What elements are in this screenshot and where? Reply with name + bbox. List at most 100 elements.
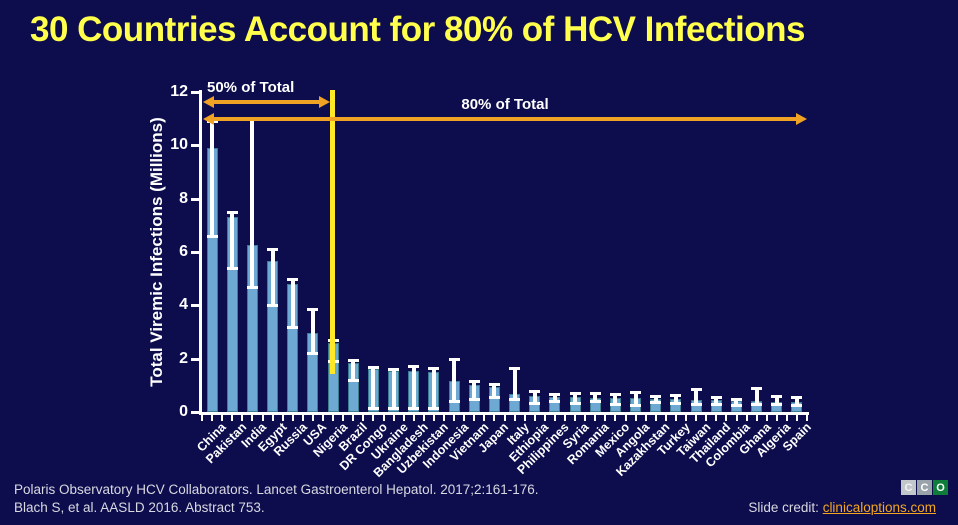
y-tick-label-6: 6 [179, 243, 188, 260]
x-tick [322, 415, 325, 421]
error-bar-ukraine [391, 368, 396, 408]
x-tick [644, 415, 647, 421]
error-cap-bottom-indonesia [448, 400, 460, 404]
x-tick [735, 415, 738, 421]
fifty-arrow-left-icon [203, 96, 214, 108]
y-tick-label-4: 4 [179, 296, 188, 314]
error-cap-bottom-colombia [730, 404, 742, 408]
y-tick-10 [191, 144, 200, 148]
fifty-arrow-right-icon [319, 96, 330, 108]
x-tick [705, 415, 708, 421]
error-cap-bottom-taiwan [690, 403, 702, 406]
x-tick [584, 415, 587, 421]
error-cap-top-thailand [710, 396, 722, 400]
error-bar-thailand [714, 397, 719, 404]
error-cap-bottom-brazil [347, 379, 359, 382]
x-tick [503, 415, 506, 421]
cco-logo-square-1: C [901, 480, 916, 495]
error-cap-bottom-italy [509, 397, 521, 401]
y-tick-6 [191, 251, 200, 254]
x-tick [261, 415, 264, 421]
error-cap-top-romania [589, 392, 601, 396]
error-cap-bottom-romania [589, 399, 601, 403]
error-cap-bottom-philippines [549, 400, 561, 404]
x-tick [775, 415, 778, 421]
x-tick [685, 415, 688, 421]
x-tick [483, 415, 486, 421]
error-bar-ghana [754, 388, 759, 404]
error-bar-philippines [552, 393, 557, 402]
x-tick [362, 415, 365, 421]
error-cap-top-mexico [609, 392, 621, 396]
x-tick [543, 415, 546, 421]
x-tick [674, 415, 677, 421]
x-tick [614, 415, 617, 421]
x-tick [755, 415, 758, 421]
error-cap-top-taiwan [690, 387, 702, 391]
x-tick [604, 415, 607, 421]
fifty-percent-label: 50% of Total [207, 79, 295, 96]
y-tick-0 [191, 411, 200, 414]
error-bar-colombia [734, 399, 739, 406]
y-tick-4 [191, 304, 200, 308]
x-tick [332, 415, 335, 421]
error-bar-italy [512, 368, 517, 399]
error-cap-top-dr-congo [367, 365, 379, 369]
x-tick [201, 415, 203, 421]
x-tick [432, 415, 435, 421]
error-cap-bottom-india [246, 285, 258, 289]
x-tick [251, 415, 254, 421]
x-tick [745, 415, 748, 421]
error-bar-usa [310, 309, 315, 354]
x-tick [301, 415, 304, 421]
error-bar-pakistan [230, 212, 235, 268]
error-cap-top-bangladesh [408, 365, 420, 369]
x-tick [654, 415, 657, 421]
error-bar-japan [492, 384, 497, 398]
y-tick-label-10: 10 [170, 136, 188, 154]
y-tick-label-2: 2 [179, 349, 188, 367]
x-tick [513, 415, 516, 421]
x-tick [372, 415, 375, 421]
x-tick [725, 415, 728, 421]
eighty-percent-label: 80% of Total [461, 96, 549, 113]
x-tick [473, 415, 476, 421]
error-bar-dr-congo [371, 366, 376, 408]
error-cap-top-turkey [670, 393, 682, 397]
clinicaloptions-link[interactable]: clinicaloptions.com [822, 500, 936, 515]
x-tick [634, 415, 637, 421]
error-cap-top-indonesia [448, 357, 460, 361]
cco-logo-square-3: O [933, 480, 948, 495]
x-tick [443, 415, 446, 421]
reference-line-1: Polaris Observatory HCV Collaborators. L… [14, 482, 539, 497]
slide-credit: Slide credit: clinicaloptions.com [748, 500, 936, 515]
error-bar-turkey [673, 394, 678, 404]
error-cap-bottom-ethiopia [529, 401, 541, 405]
error-bar-bangladesh [411, 366, 416, 408]
error-cap-bottom-uzbekistan [428, 407, 440, 410]
x-tick [412, 415, 415, 421]
error-cap-bottom-vietnam [468, 397, 480, 401]
error-bar-syria [573, 392, 578, 404]
error-cap-top-usa [307, 308, 319, 312]
error-cap-bottom-kazakhstan [650, 400, 662, 404]
eighty-percent-arrow [211, 117, 797, 121]
y-axis-line [199, 90, 202, 415]
error-cap-top-vietnam [468, 380, 480, 384]
y-tick-12 [191, 91, 200, 94]
error-cap-bottom-china [206, 235, 218, 238]
x-tick [422, 415, 425, 421]
error-cap-top-egypt [267, 248, 278, 252]
x-tick [392, 415, 395, 421]
error-cap-top-algeria [771, 395, 783, 398]
error-cap-top-brazil [347, 359, 359, 362]
error-cap-top-kazakhstan [650, 395, 662, 398]
error-cap-top-colombia [730, 398, 742, 402]
error-bar-angola [633, 392, 638, 406]
x-tick [664, 415, 667, 421]
error-cap-top-uzbekistan [428, 367, 440, 370]
eighty-arrow-right-icon [796, 113, 807, 125]
error-cap-bottom-thailand [710, 403, 722, 406]
x-tick [402, 415, 405, 421]
error-bar-kazakhstan [653, 396, 658, 402]
